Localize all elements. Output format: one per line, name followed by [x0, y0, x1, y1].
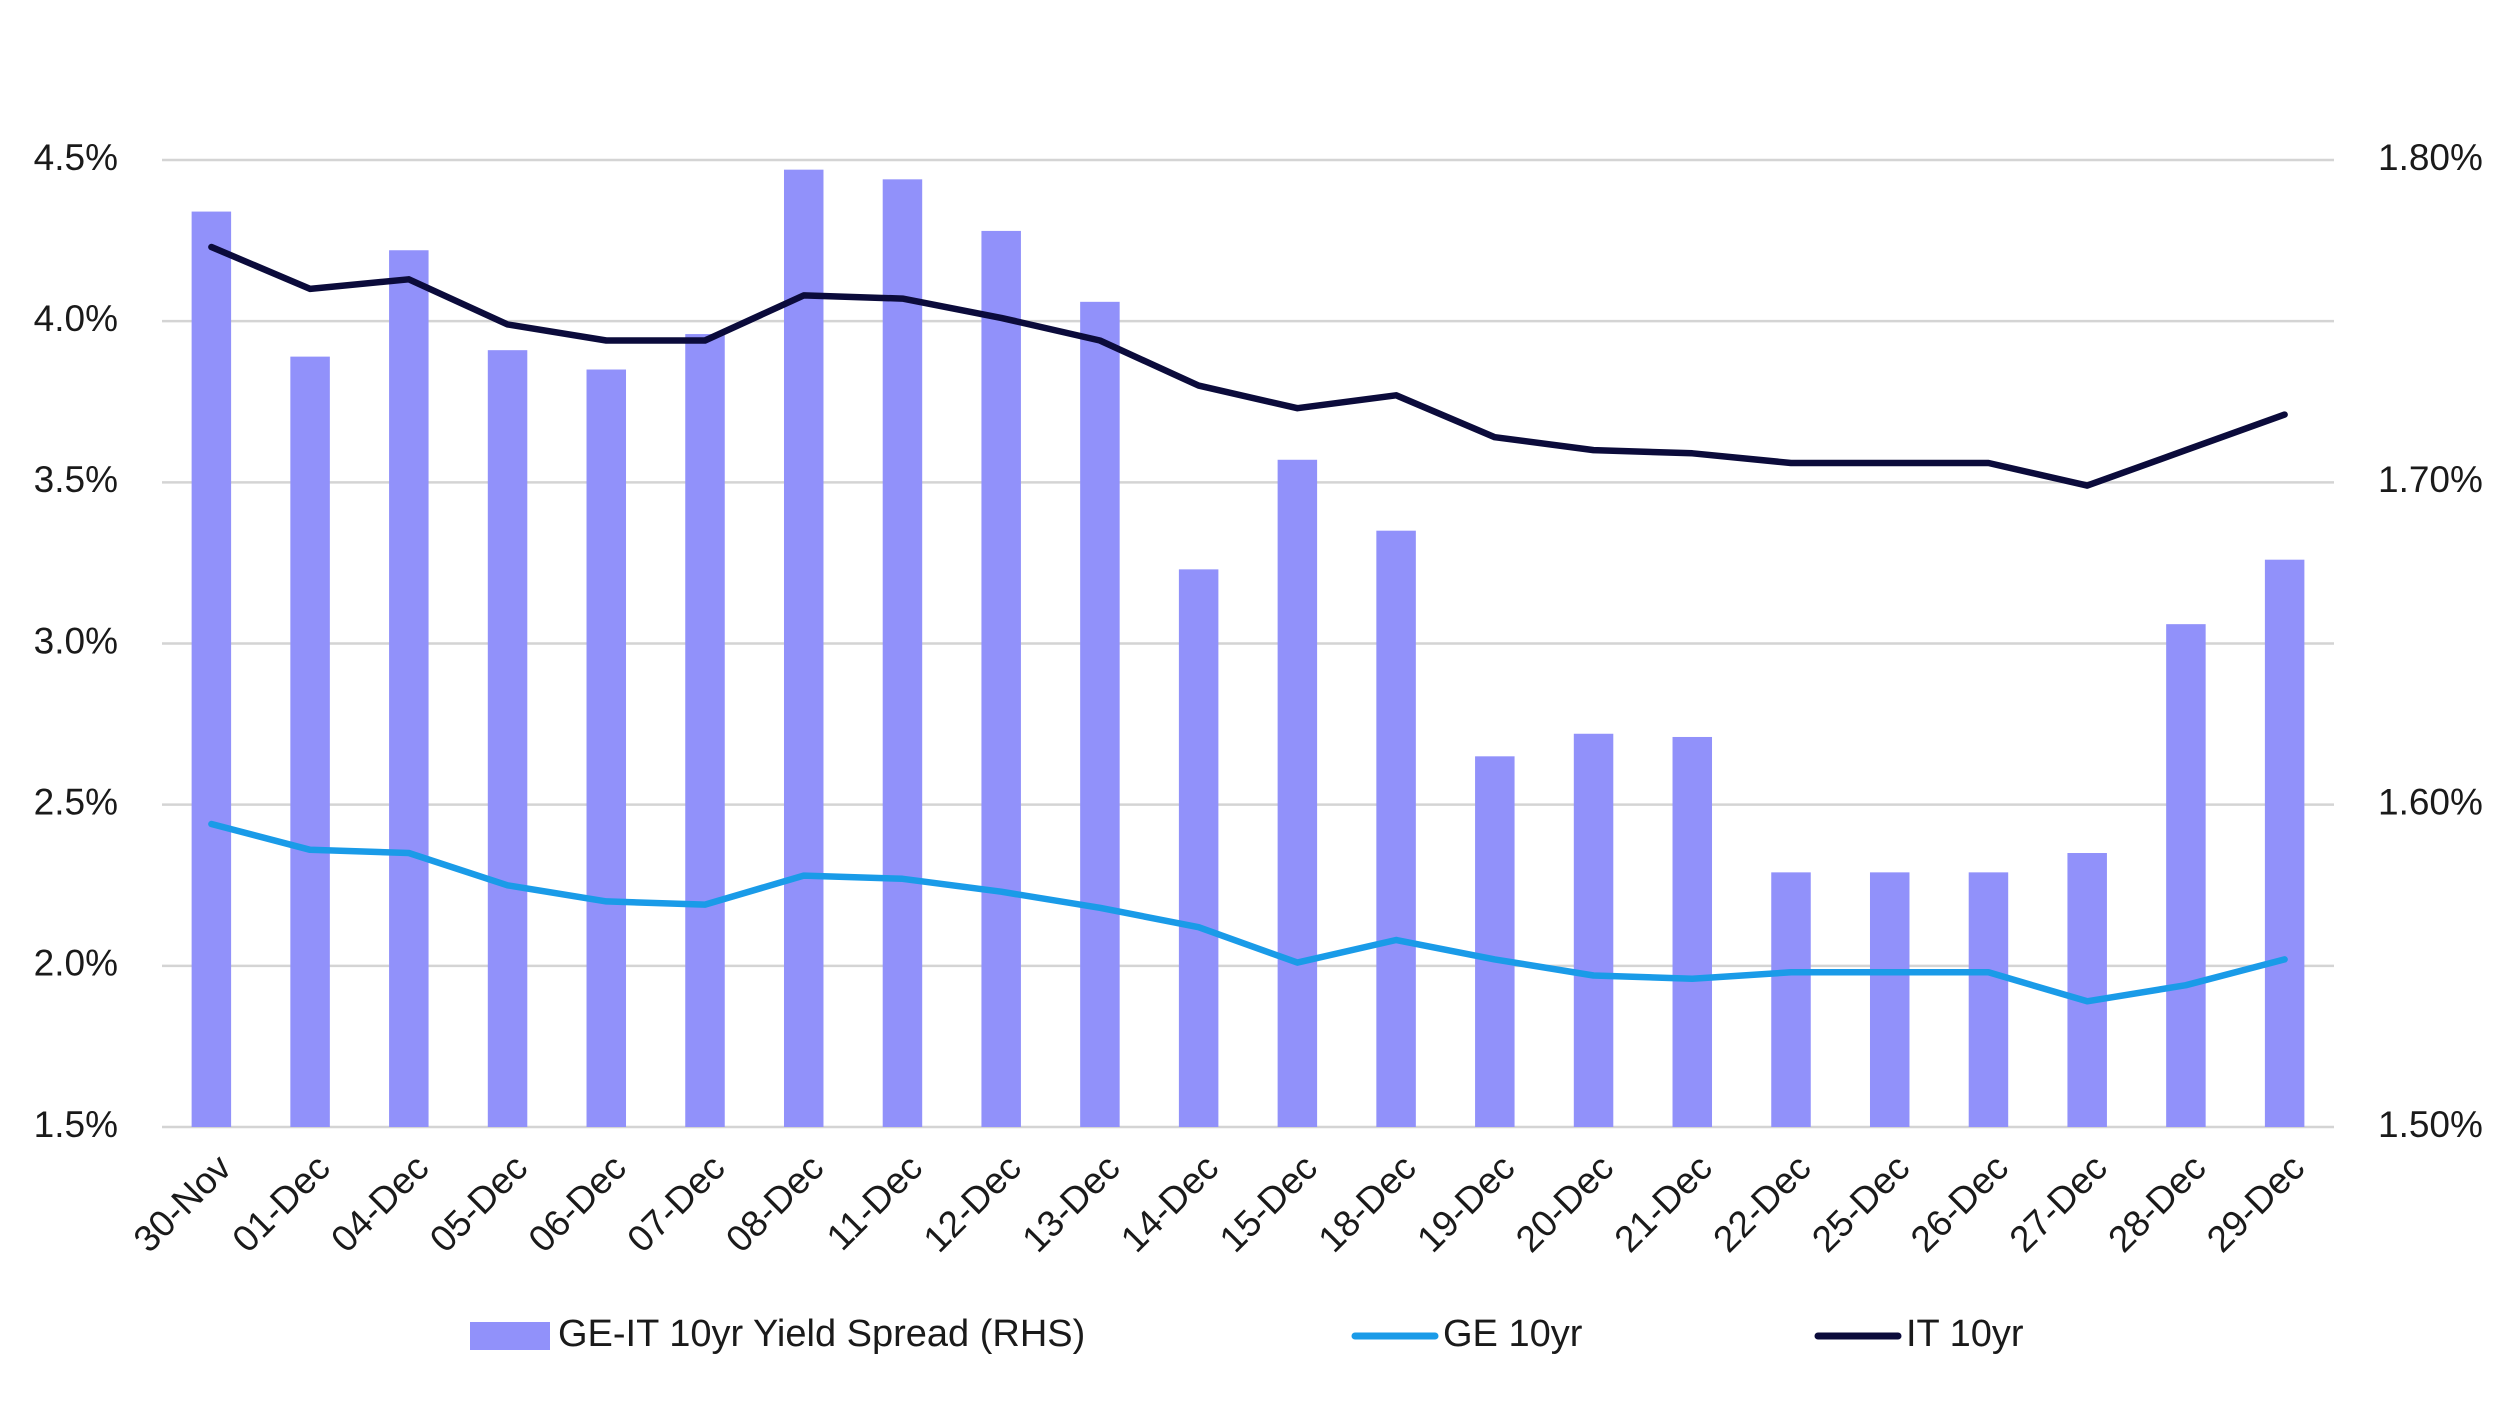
legend-label: GE-IT 10yr Yield Spread (RHS): [558, 1313, 1085, 1355]
spread-bar: [1475, 756, 1515, 1127]
legend-swatch-bar: [470, 1322, 550, 1350]
legend: GE-IT 10yr Yield Spread (RHS) GE 10yr IT 1…: [470, 1313, 2024, 1355]
spread-bar: [1869, 872, 1910, 1127]
left-tick-label: 4.5%: [34, 137, 118, 178]
x-tick-label: 11-Dec: [819, 1147, 930, 1258]
spread-bar: [685, 334, 725, 1127]
spread-bar: [290, 356, 330, 1128]
x-tick-label: 21-Dec: [1607, 1147, 1720, 1260]
x-tick-label: 19-Dec: [1409, 1147, 1522, 1260]
spread-bar: [487, 350, 528, 1128]
spread-bar: [783, 169, 824, 1128]
x-tick-label: 01-Dec: [224, 1147, 337, 1260]
x-tick-label: 08-Dec: [718, 1147, 831, 1260]
left-tick-label: 3.0%: [34, 620, 118, 661]
left-tick-label: 1.5%: [34, 1104, 118, 1145]
spread-bar: [1376, 530, 1416, 1127]
spread-bar: [882, 179, 923, 1128]
x-tick-label: 07-Dec: [619, 1147, 732, 1260]
legend-label: GE 10yr: [1443, 1313, 1583, 1355]
spread-bar: [1178, 569, 1219, 1127]
ge-10yr-line: [208, 820, 2288, 1005]
spread-bar: [2067, 853, 2107, 1127]
yield-lines: [208, 243, 2288, 1005]
spread-bar: [1672, 736, 1713, 1127]
x-tick-label: 04-Dec: [323, 1147, 436, 1260]
spread-bar: [1573, 733, 1614, 1127]
right-tick-label: 1.70%: [2378, 459, 2483, 500]
x-tick-label: 13-Dec: [1014, 1147, 1127, 1260]
spread-bar: [191, 211, 232, 1127]
left-tick-label: 2.5%: [34, 781, 118, 822]
it-10yr-line: [208, 243, 2288, 489]
x-tick-label: 22-Dec: [1705, 1147, 1818, 1260]
x-tick-label: 30-Nov: [126, 1146, 240, 1260]
left-tick-label: 4.0%: [34, 298, 118, 339]
x-tick-label: 28-Dec: [2100, 1147, 2213, 1260]
x-tick-label: 27-Dec: [2002, 1147, 2115, 1260]
x-tick-label: 26-Dec: [1903, 1147, 2016, 1260]
right-tick-label: 1.50%: [2378, 1104, 2483, 1145]
spread-bar: [2166, 624, 2206, 1127]
spread-bar: [586, 369, 627, 1127]
x-tick-label: 15-Dec: [1212, 1147, 1325, 1260]
right-tick-label: 1.60%: [2378, 781, 2483, 822]
right-axis: 1.50% 1.60% 1.70% 1.80%: [2378, 137, 2483, 1145]
x-tick-label: 06-Dec: [521, 1147, 634, 1260]
spread-bar: [1968, 872, 2009, 1127]
x-tick-label: 14-Dec: [1113, 1147, 1226, 1260]
spread-bar: [1771, 872, 1811, 1127]
x-axis: 30-Nov01-Dec04-Dec05-Dec06-Dec07-Dec08-D…: [126, 1146, 2313, 1260]
left-tick-label: 2.0%: [34, 943, 118, 984]
spread-bars: [191, 169, 2305, 1128]
spread-bar: [389, 250, 429, 1128]
spread-bar: [1277, 459, 1318, 1127]
legend-label: IT 10yr: [1906, 1313, 2024, 1355]
x-tick-label: 25-Dec: [1804, 1147, 1917, 1260]
x-tick-label: 05-Dec: [422, 1147, 535, 1260]
left-tick-label: 3.5%: [34, 459, 118, 500]
x-tick-label: 20-Dec: [1508, 1147, 1621, 1260]
spread-bar: [981, 230, 1021, 1127]
spread-bar: [2264, 559, 2305, 1127]
spread-bar: [1080, 301, 1120, 1127]
right-tick-label: 1.80%: [2378, 137, 2483, 178]
x-tick-label: 18-Dec: [1310, 1147, 1423, 1260]
x-tick-label: 12-Dec: [916, 1147, 1029, 1260]
x-tick-label: 29-Dec: [2199, 1147, 2312, 1260]
left-axis: 1.5% 2.0% 2.5% 3.0% 3.5% 4.0% 4.5%: [34, 137, 118, 1145]
